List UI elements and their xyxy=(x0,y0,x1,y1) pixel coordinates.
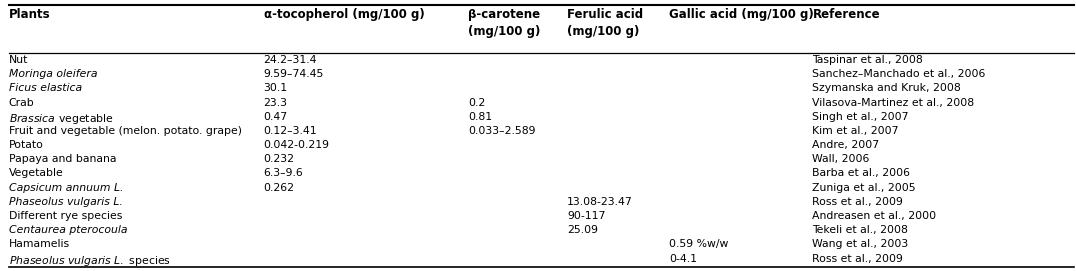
Text: Ficus elastica: Ficus elastica xyxy=(9,83,82,93)
Text: Centaurea pterocoula: Centaurea pterocoula xyxy=(9,225,127,235)
Text: Vilasova-Martinez et al., 2008: Vilasova-Martinez et al., 2008 xyxy=(812,98,975,108)
Text: Sanchez–Manchado et al., 2006: Sanchez–Manchado et al., 2006 xyxy=(812,69,986,79)
Text: 0-4.1: 0-4.1 xyxy=(669,254,697,263)
Text: 13.08-23.47: 13.08-23.47 xyxy=(567,197,633,207)
Text: Nut: Nut xyxy=(9,55,28,65)
Text: 0.262: 0.262 xyxy=(264,183,295,193)
Text: Gallic acid (mg/100 g): Gallic acid (mg/100 g) xyxy=(669,8,815,21)
Text: 30.1: 30.1 xyxy=(264,83,287,93)
Text: Andreasen et al., 2000: Andreasen et al., 2000 xyxy=(812,211,936,221)
Text: Zuniga et al., 2005: Zuniga et al., 2005 xyxy=(812,183,916,193)
Text: α-tocopherol (mg/100 g): α-tocopherol (mg/100 g) xyxy=(264,8,424,21)
Text: Hamamelis: Hamamelis xyxy=(9,239,70,249)
Text: Tekeli et al., 2008: Tekeli et al., 2008 xyxy=(812,225,908,235)
Text: Different rye species: Different rye species xyxy=(9,211,122,221)
Text: Capsicum annuum L.: Capsicum annuum L. xyxy=(9,183,123,193)
Text: 0.033–2.589: 0.033–2.589 xyxy=(468,126,536,136)
Text: 0.59 %w/w: 0.59 %w/w xyxy=(669,239,728,249)
Text: 6.3–9.6: 6.3–9.6 xyxy=(264,169,303,178)
Text: 0.2: 0.2 xyxy=(468,98,485,108)
Text: 9.59–74.45: 9.59–74.45 xyxy=(264,69,324,79)
Text: Ross et al., 2009: Ross et al., 2009 xyxy=(812,254,903,263)
Text: 0.47: 0.47 xyxy=(264,112,287,122)
Text: Wang et al., 2003: Wang et al., 2003 xyxy=(812,239,908,249)
Text: Singh et al., 2007: Singh et al., 2007 xyxy=(812,112,909,122)
Text: 24.2–31.4: 24.2–31.4 xyxy=(264,55,317,65)
Text: 25.09: 25.09 xyxy=(567,225,598,235)
Text: Ross et al., 2009: Ross et al., 2009 xyxy=(812,197,903,207)
Text: Kim et al., 2007: Kim et al., 2007 xyxy=(812,126,898,136)
Text: Szymanska and Kruk, 2008: Szymanska and Kruk, 2008 xyxy=(812,83,961,93)
Text: Reference: Reference xyxy=(812,8,880,21)
Text: Papaya and banana: Papaya and banana xyxy=(9,154,116,164)
Text: 23.3: 23.3 xyxy=(264,98,287,108)
Text: $\it{Brassica}$ vegetable: $\it{Brassica}$ vegetable xyxy=(9,112,113,126)
Text: Potato: Potato xyxy=(9,140,43,150)
Text: Moringa oleifera: Moringa oleifera xyxy=(9,69,97,79)
Text: 90-117: 90-117 xyxy=(567,211,606,221)
Text: Barba et al., 2006: Barba et al., 2006 xyxy=(812,169,910,178)
Text: 0.81: 0.81 xyxy=(468,112,492,122)
Text: Ferulic acid
(mg/100 g): Ferulic acid (mg/100 g) xyxy=(567,8,643,38)
Text: Wall, 2006: Wall, 2006 xyxy=(812,154,869,164)
Text: Crab: Crab xyxy=(9,98,34,108)
Text: $\it{Phaseolus\ vulgaris\ L.}$ species: $\it{Phaseolus\ vulgaris\ L.}$ species xyxy=(9,254,171,267)
Text: Plants: Plants xyxy=(9,8,51,21)
Text: Phaseolus vulgaris L.: Phaseolus vulgaris L. xyxy=(9,197,123,207)
Text: 0.232: 0.232 xyxy=(264,154,295,164)
Text: Taspinar et al., 2008: Taspinar et al., 2008 xyxy=(812,55,923,65)
Text: 0.12–3.41: 0.12–3.41 xyxy=(264,126,317,136)
Text: Andre, 2007: Andre, 2007 xyxy=(812,140,879,150)
Text: Vegetable: Vegetable xyxy=(9,169,63,178)
Text: Fruit and vegetable (melon. potato. grape): Fruit and vegetable (melon. potato. grap… xyxy=(9,126,242,136)
Text: β-carotene
(mg/100 g): β-carotene (mg/100 g) xyxy=(468,8,540,38)
Text: 0.042-0.219: 0.042-0.219 xyxy=(264,140,329,150)
